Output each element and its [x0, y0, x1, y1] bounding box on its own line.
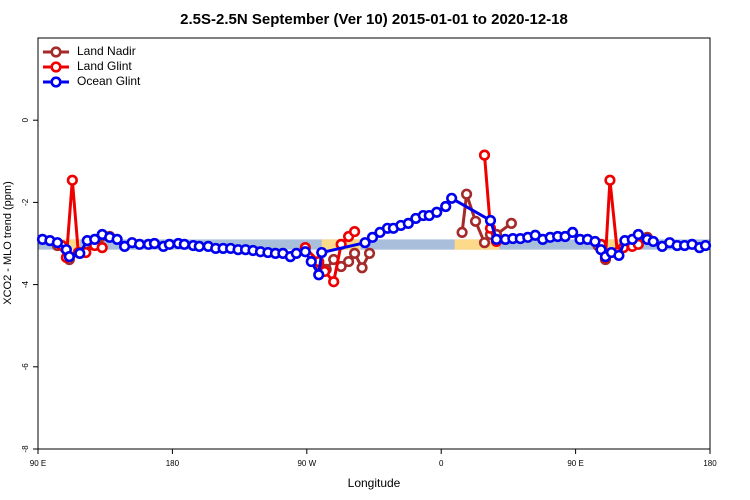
- data-point: [490, 233, 503, 245]
- data-point: [505, 217, 517, 229]
- data-point: [478, 237, 491, 249]
- shaded-band: [605, 239, 621, 250]
- data-point: [328, 276, 340, 288]
- data-point: [163, 238, 176, 250]
- data-point: [613, 249, 625, 262]
- y-axis-label: XCO2 - MLO trend (ppm): [2, 181, 14, 304]
- data-point: [632, 228, 644, 241]
- data-point: [63, 251, 75, 263]
- data-point: [604, 174, 616, 186]
- data-point: [343, 255, 355, 268]
- x-tick-label: 180: [703, 459, 717, 468]
- data-point: [66, 174, 78, 186]
- data-point: [148, 237, 161, 250]
- data-point: [348, 247, 361, 259]
- data-point: [348, 225, 361, 238]
- data-point: [305, 255, 317, 268]
- legend-label: Ocean Glint: [77, 74, 141, 88]
- shaded-band: [454, 239, 500, 250]
- y-tick-label: -8: [21, 445, 30, 453]
- x-tick-label: 180: [166, 459, 180, 468]
- data-point: [313, 269, 325, 281]
- data-point: [440, 200, 452, 213]
- data-point: [431, 206, 443, 218]
- data-point: [51, 237, 64, 249]
- data-point: [363, 247, 376, 259]
- data-point: [589, 235, 601, 248]
- data-point: [567, 226, 579, 239]
- y-tick-label: -2: [21, 198, 30, 206]
- data-point: [111, 233, 123, 245]
- data-point: [356, 262, 368, 274]
- data-point: [460, 188, 473, 200]
- data-point: [484, 214, 497, 227]
- legend-label: Land Nadir: [77, 44, 136, 58]
- data-point: [699, 239, 712, 252]
- data-point: [133, 238, 146, 250]
- x-tick-label: 90 E: [567, 459, 583, 468]
- data-point: [316, 246, 328, 259]
- legend-marker: [50, 61, 62, 73]
- x-tick-label: 0: [439, 459, 444, 468]
- chart-title: 2.5S-2.5N September (Ver 10) 2015-01-01 …: [180, 11, 568, 28]
- data-point: [478, 149, 491, 161]
- x-tick-label: 90 W: [297, 459, 316, 468]
- data-point: [193, 240, 205, 252]
- y-tick-label: -6: [21, 363, 30, 371]
- data-point: [96, 242, 108, 254]
- data-point: [456, 226, 468, 239]
- y-tick-label: 0: [21, 117, 30, 122]
- data-point: [469, 215, 482, 227]
- x-axis-label: Longitude: [348, 476, 401, 490]
- x-tick-label: 90 E: [30, 459, 46, 468]
- data-point: [402, 217, 414, 229]
- shaded-band: [38, 239, 710, 250]
- data-point: [366, 231, 379, 243]
- data-point: [446, 192, 458, 204]
- shaded-band: [61, 239, 80, 250]
- legend-marker: [50, 76, 62, 88]
- legend-label: Land Glint: [77, 59, 132, 73]
- legend-marker: [50, 46, 62, 58]
- data-point: [359, 237, 371, 249]
- data-point: [74, 247, 86, 259]
- data-point: [178, 238, 190, 250]
- data-point: [647, 235, 659, 248]
- data-point: [89, 233, 101, 245]
- y-tick-label: -4: [21, 280, 30, 288]
- data-point: [299, 246, 311, 258]
- data-point: [290, 247, 302, 259]
